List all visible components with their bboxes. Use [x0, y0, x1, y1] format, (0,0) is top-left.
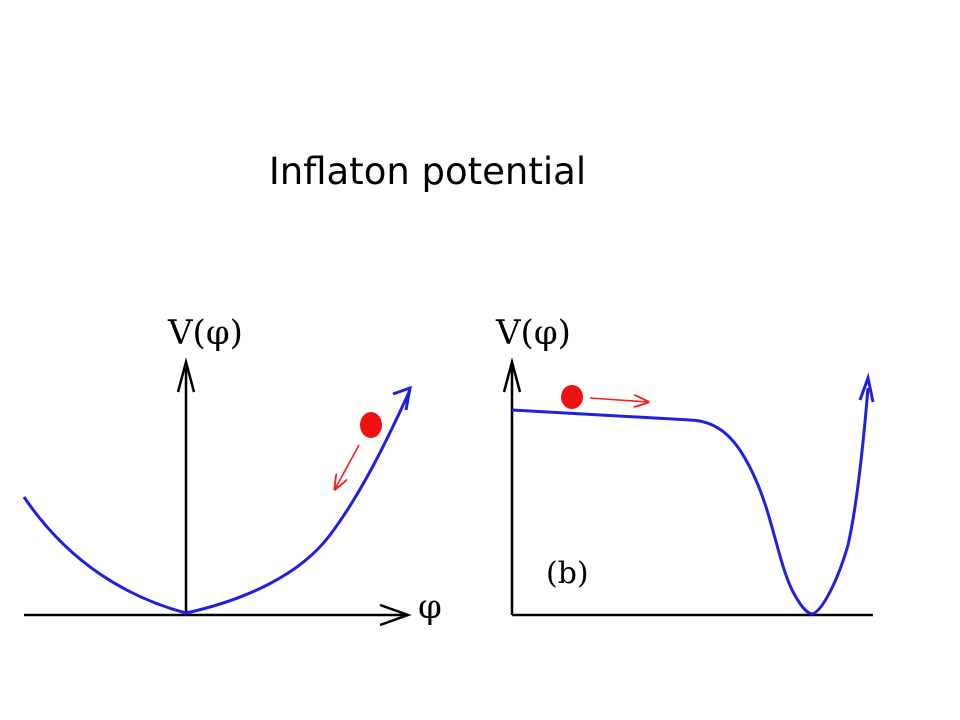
panel-b-y-arrowhead: [502, 357, 522, 393]
panel-b-potential-curve: [511, 387, 870, 616]
panel-b-tag: (b): [546, 556, 589, 591]
panel-b: V(φ) (b): [495, 313, 875, 617]
panel-a-potential-curve: [22, 389, 412, 615]
panel-b-curve-arrowhead: [858, 372, 875, 403]
panel-b-ball: [561, 385, 583, 409]
panel-a-ball: [360, 412, 382, 438]
panel-a: V(φ) φ: [22, 313, 442, 627]
panel-a-x-label: φ: [418, 587, 442, 627]
panel-a-curve-arrowhead: [392, 385, 412, 411]
panel-a-y-arrowhead: [176, 357, 196, 393]
panel-a-motion-arrow: [335, 444, 360, 489]
panel-b-motion-arrow: [589, 398, 648, 402]
panel-b-axis-label: V(φ): [495, 313, 571, 353]
slide-title: Inflaton potential: [268, 150, 587, 193]
panel-a-axis-label: V(φ): [167, 313, 243, 353]
panel-a-x-arrowhead: [379, 603, 412, 627]
